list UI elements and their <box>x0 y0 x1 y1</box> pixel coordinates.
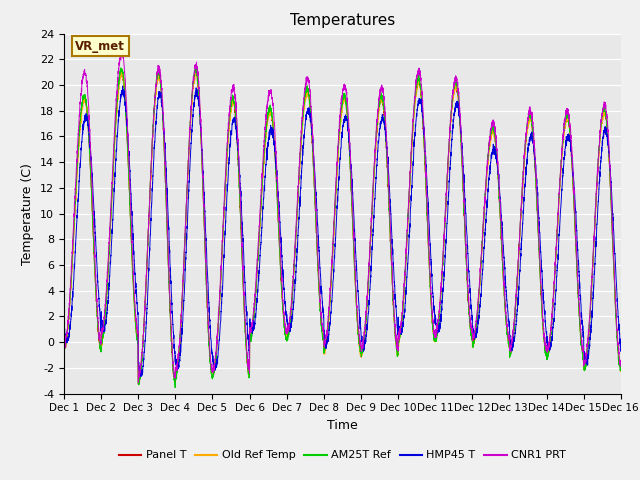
CNR1 PRT <box>617 364 625 370</box>
HMP45 T <box>119 83 127 89</box>
AM25T Ref <box>468 334 476 339</box>
Text: VR_met: VR_met <box>75 40 125 53</box>
AM25T Ref <box>436 296 444 301</box>
Old Ref Temp <box>617 364 625 370</box>
AM25T Ref <box>172 385 179 391</box>
Line: Old Ref Temp: Old Ref Temp <box>64 71 621 380</box>
Panel T <box>616 366 624 372</box>
CNR1 PRT <box>322 336 330 342</box>
AM25T Ref <box>60 345 68 351</box>
HMP45 T <box>499 239 507 245</box>
Panel T <box>60 345 68 351</box>
HMP45 T <box>436 318 444 324</box>
Old Ref Temp <box>118 68 126 73</box>
HMP45 T <box>322 338 330 344</box>
Y-axis label: Temperature (C): Temperature (C) <box>22 163 35 264</box>
AM25T Ref <box>322 343 330 348</box>
Line: Panel T: Panel T <box>64 69 621 384</box>
Legend: Panel T, Old Ref Temp, AM25T Ref, HMP45 T, CNR1 PRT: Panel T, Old Ref Temp, AM25T Ref, HMP45 … <box>115 446 570 465</box>
Panel T <box>468 332 476 337</box>
HMP45 T <box>616 344 624 349</box>
Old Ref Temp <box>60 345 68 351</box>
Old Ref Temp <box>616 362 624 368</box>
AM25T Ref <box>499 267 507 273</box>
Panel T <box>436 293 444 299</box>
Old Ref Temp <box>322 344 330 350</box>
Line: AM25T Ref: AM25T Ref <box>64 68 621 388</box>
Panel T <box>135 382 143 387</box>
CNR1 PRT <box>499 258 507 264</box>
Old Ref Temp <box>468 329 476 335</box>
CNR1 PRT <box>436 288 444 294</box>
Panel T <box>617 368 625 374</box>
HMP45 T <box>137 373 145 379</box>
Line: HMP45 T: HMP45 T <box>64 86 621 376</box>
CNR1 PRT <box>60 343 68 349</box>
Panel T <box>322 338 330 344</box>
CNR1 PRT <box>161 141 168 146</box>
Old Ref Temp <box>135 377 143 383</box>
HMP45 T <box>617 347 625 353</box>
Panel T <box>499 269 507 275</box>
Old Ref Temp <box>499 270 507 276</box>
CNR1 PRT <box>134 380 142 385</box>
CNR1 PRT <box>118 47 125 53</box>
AM25T Ref <box>616 366 624 372</box>
HMP45 T <box>161 131 168 136</box>
CNR1 PRT <box>468 327 476 333</box>
AM25T Ref <box>161 145 168 151</box>
CNR1 PRT <box>616 358 624 363</box>
Panel T <box>118 66 125 72</box>
AM25T Ref <box>117 65 125 71</box>
HMP45 T <box>60 326 68 332</box>
AM25T Ref <box>617 368 625 373</box>
HMP45 T <box>468 307 476 313</box>
Old Ref Temp <box>436 296 444 301</box>
Old Ref Temp <box>161 144 168 149</box>
X-axis label: Time: Time <box>327 419 358 432</box>
Title: Temperatures: Temperatures <box>290 13 395 28</box>
Line: CNR1 PRT: CNR1 PRT <box>64 50 621 383</box>
Panel T <box>161 153 168 158</box>
